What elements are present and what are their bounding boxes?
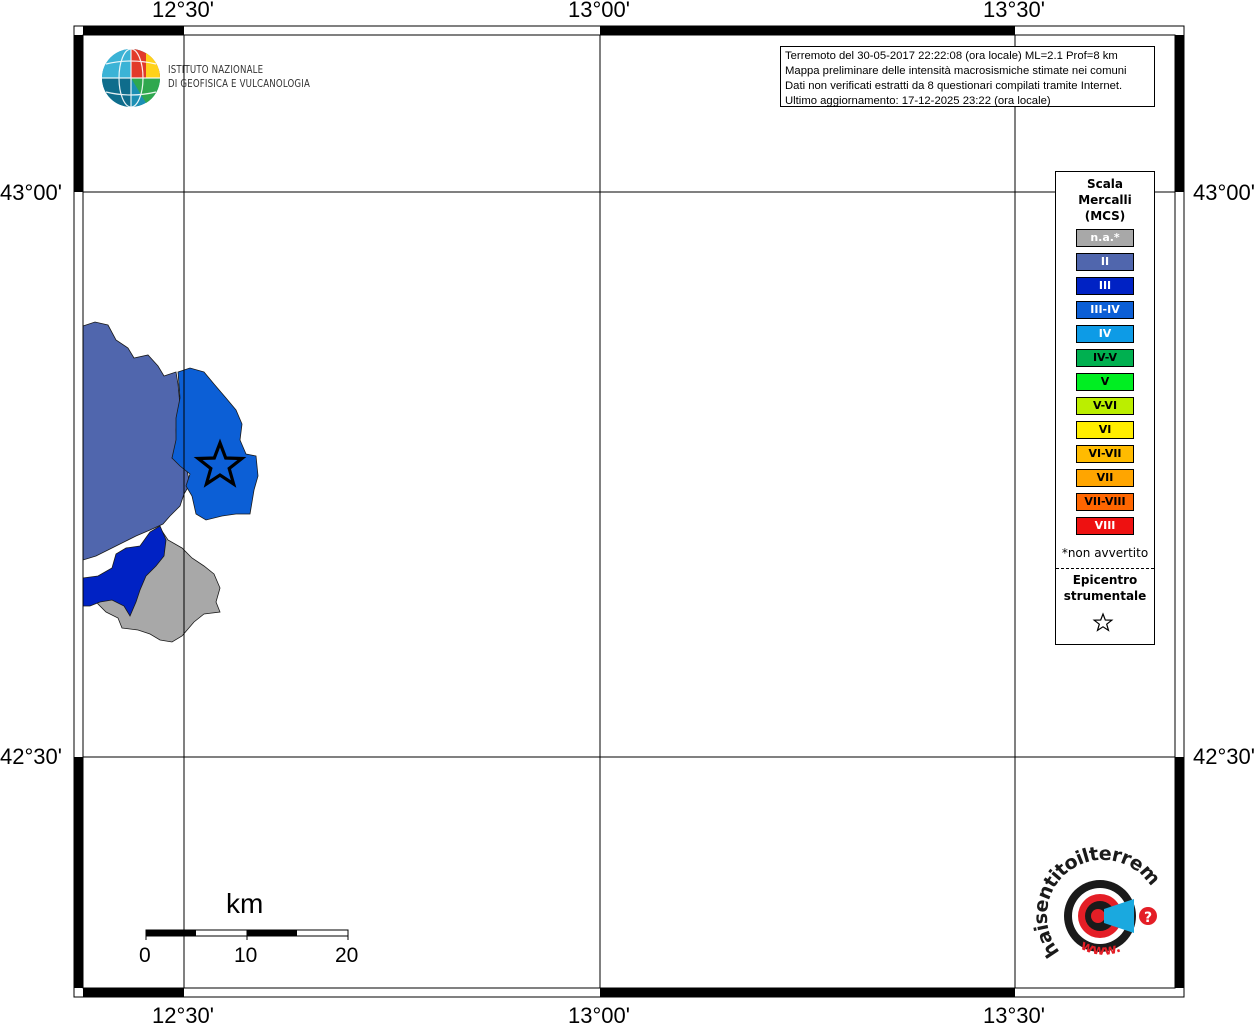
legend-item: VI [1076,421,1134,439]
event-info-line: Ultimo aggiornamento: 17-12-2025 23:22 (… [785,95,1051,107]
scale-unit-label: km [226,888,264,919]
municipality-intensity-III [82,525,167,617]
ingv-logo-line1: ISTITUTO NAZIONALE [168,64,264,76]
event-info-line: Terremoto del 30-05-2017 22:22:08 (ora l… [785,50,1118,62]
ingv-globe-icon [102,48,161,108]
lon-label-bottom-1300: 13°00' [568,1003,630,1028]
legend-star-icon [1092,612,1114,632]
map-frame [73,25,1185,998]
legend-item: V [1076,373,1134,391]
lon-label-bottom-1230: 12°30' [152,1003,214,1028]
scale-tick-label: 10 [234,944,258,967]
svg-text:?: ? [1144,910,1152,926]
legend-item: VI-VII [1076,445,1134,463]
legend-title: Scala Mercalli (MCS) [1056,176,1154,224]
scale-tick-label: 20 [335,944,359,967]
legend-title-line: Mercalli [1078,193,1132,207]
graticule [83,35,1175,988]
event-info-line: Dati non verificati estratti da 8 questi… [785,80,1123,92]
map-area [83,35,1175,988]
legend-epicenter-label: Epicentro strumentale [1056,572,1154,604]
legend-item: VII [1076,469,1134,487]
legend-item: V-VI [1076,397,1134,415]
legend-item: IV-V [1076,349,1134,367]
lon-label-bottom-1330: 13°30' [983,1003,1045,1028]
legend-epicenter-line: strumentale [1063,589,1147,603]
scale-tick-label: 0 [139,944,151,967]
legend-epicenter-line: Epicentro [1072,573,1138,587]
svg-text:www.: www. [1078,937,1123,959]
legend-title-line: Scala [1086,177,1124,191]
lat-label-right-4230: 42°30' [1193,744,1255,769]
legend-item: VII-VIII [1076,493,1134,511]
legend-item: IV [1076,325,1134,343]
event-info-line: Mappa preliminare delle intensità macros… [785,65,1127,77]
legend-item: III [1076,277,1134,295]
intensity-legend: Scala Mercalli (MCS) n.a.* II III III-IV IV I… [1055,171,1155,645]
lat-label-right-4300: 43°00' [1193,180,1255,205]
legend-item: n.a.* [1076,229,1134,247]
legend-item: II [1076,253,1134,271]
lon-label-top-1300: 13°00' [568,0,630,22]
legend-item: VIII [1076,517,1134,535]
ingv-logo-text: ISTITUTO NAZIONALE DI GEOFISICA E VULCAN… [168,63,310,91]
lon-label-top-1330: 13°30' [983,0,1045,22]
lon-label-top-1230: 12°30' [152,0,214,22]
badge-www: www. [1078,937,1123,959]
legend-item: III-IV [1076,301,1134,319]
municipality-intensity-III-IV [171,367,259,521]
lat-label-left-4230: 42°30' [0,744,62,769]
event-info-box: Terremoto del 30-05-2017 22:22:08 (ora l… [780,46,1155,107]
legend-note: *non avvertito [1061,546,1149,560]
legend-divider [1056,568,1154,569]
ingv-logo-line2: DI GEOFISICA E VULCANOLOGIA [168,78,311,90]
lat-label-left-4300: 43°00' [0,180,62,205]
legend-title-line: (MCS) [1084,209,1126,223]
scale-bar [145,929,349,940]
epicenter-star-icon [193,438,247,488]
